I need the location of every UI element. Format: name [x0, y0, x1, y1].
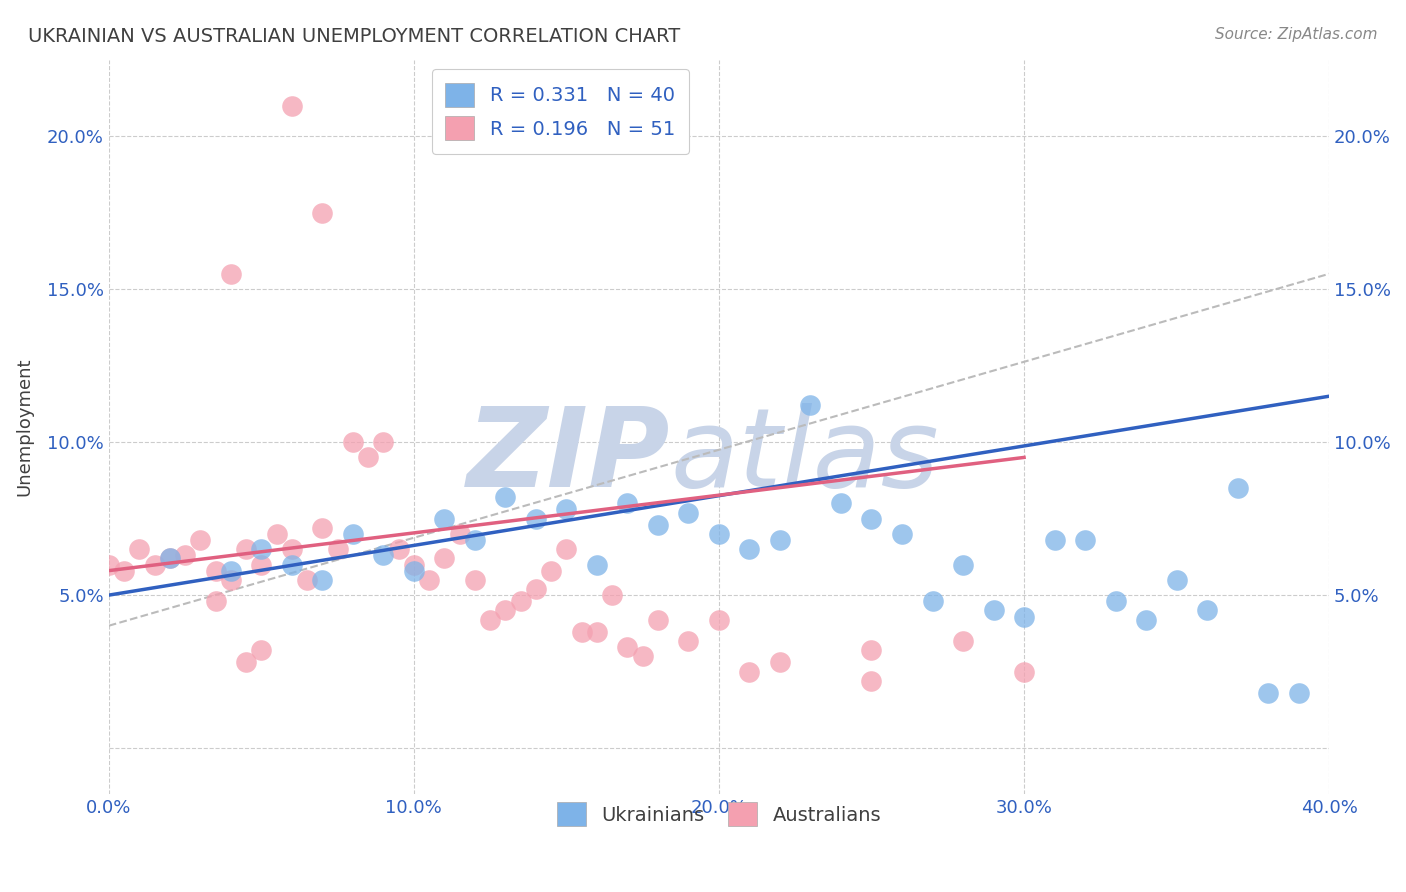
Point: [1104, 594, 1126, 608]
Point: [586, 558, 609, 572]
Point: [479, 613, 502, 627]
Point: [678, 634, 700, 648]
Point: [326, 542, 349, 557]
Point: [524, 582, 547, 596]
Point: [402, 558, 425, 572]
Point: [1257, 686, 1279, 700]
Point: [1197, 603, 1219, 617]
Point: [235, 542, 257, 557]
Point: [860, 643, 883, 657]
Point: [143, 558, 166, 572]
Point: [281, 542, 304, 557]
Point: [509, 594, 531, 608]
Point: [952, 558, 974, 572]
Point: [647, 517, 669, 532]
Point: [97, 558, 120, 572]
Point: [219, 573, 242, 587]
Point: [860, 673, 883, 688]
Point: [524, 511, 547, 525]
Point: [921, 594, 943, 608]
Point: [311, 205, 333, 219]
Point: [830, 496, 852, 510]
Point: [555, 542, 578, 557]
Point: [159, 551, 181, 566]
Point: [311, 521, 333, 535]
Point: [464, 573, 486, 587]
Point: [631, 649, 654, 664]
Point: [769, 656, 792, 670]
Point: [1043, 533, 1066, 547]
Point: [555, 502, 578, 516]
Point: [342, 527, 364, 541]
Point: [295, 573, 318, 587]
Y-axis label: Unemployment: Unemployment: [15, 358, 32, 496]
Text: ZIP: ZIP: [467, 402, 671, 509]
Point: [373, 435, 395, 450]
Point: [707, 527, 730, 541]
Point: [1135, 613, 1157, 627]
Point: [204, 594, 226, 608]
Point: [1288, 686, 1310, 700]
Point: [494, 490, 516, 504]
Point: [1012, 665, 1035, 679]
Point: [799, 398, 821, 412]
Point: [235, 656, 257, 670]
Point: [769, 533, 792, 547]
Point: [250, 643, 273, 657]
Point: [387, 542, 409, 557]
Point: [540, 564, 562, 578]
Point: [586, 624, 609, 639]
Point: [433, 511, 456, 525]
Point: [983, 603, 1005, 617]
Point: [433, 551, 456, 566]
Point: [449, 527, 471, 541]
Point: [219, 564, 242, 578]
Legend: Ukrainians, Australians: Ukrainians, Australians: [547, 793, 891, 836]
Point: [174, 549, 197, 563]
Point: [266, 527, 288, 541]
Point: [128, 542, 150, 557]
Point: [281, 558, 304, 572]
Text: Source: ZipAtlas.com: Source: ZipAtlas.com: [1215, 27, 1378, 42]
Point: [738, 665, 761, 679]
Point: [952, 634, 974, 648]
Point: [1226, 481, 1249, 495]
Point: [738, 542, 761, 557]
Point: [1166, 573, 1188, 587]
Point: [250, 542, 273, 557]
Point: [402, 564, 425, 578]
Point: [707, 613, 730, 627]
Point: [647, 613, 669, 627]
Point: [616, 496, 638, 510]
Point: [188, 533, 211, 547]
Point: [281, 98, 304, 112]
Point: [464, 533, 486, 547]
Point: [342, 435, 364, 450]
Point: [418, 573, 440, 587]
Point: [494, 603, 516, 617]
Point: [250, 558, 273, 572]
Point: [373, 549, 395, 563]
Point: [1074, 533, 1097, 547]
Text: atlas: atlas: [671, 402, 939, 509]
Point: [571, 624, 593, 639]
Point: [357, 450, 380, 465]
Text: UKRAINIAN VS AUSTRALIAN UNEMPLOYMENT CORRELATION CHART: UKRAINIAN VS AUSTRALIAN UNEMPLOYMENT COR…: [28, 27, 681, 45]
Point: [891, 527, 914, 541]
Point: [204, 564, 226, 578]
Point: [112, 564, 135, 578]
Point: [616, 640, 638, 655]
Point: [600, 588, 623, 602]
Point: [311, 573, 333, 587]
Point: [159, 551, 181, 566]
Point: [219, 267, 242, 281]
Point: [860, 511, 883, 525]
Point: [1012, 609, 1035, 624]
Point: [678, 506, 700, 520]
